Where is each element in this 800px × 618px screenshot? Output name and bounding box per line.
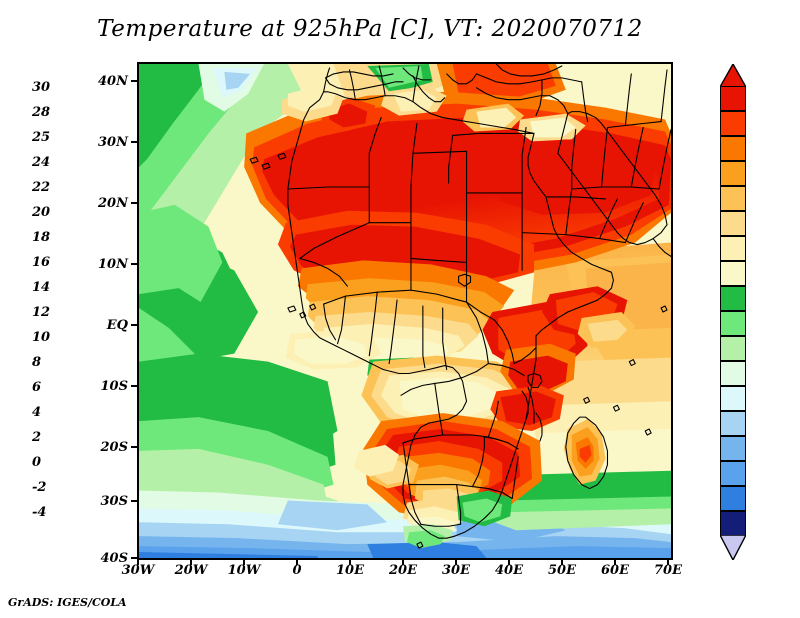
y-tick-label: 10S bbox=[100, 379, 128, 394]
colorbar-swatch bbox=[720, 186, 746, 211]
colorbar-bottom-arrow bbox=[720, 535, 746, 560]
y-tick-mark bbox=[131, 557, 137, 559]
x-tick-label: 50E bbox=[548, 563, 576, 578]
y-tick-mark bbox=[131, 202, 137, 204]
colorbar-label: 22 bbox=[32, 180, 51, 195]
colorbar-label: 18 bbox=[32, 230, 51, 245]
colorbar-swatch bbox=[720, 461, 746, 486]
colorbar-label: 0 bbox=[32, 455, 42, 470]
colorbar-label: 20 bbox=[32, 205, 51, 220]
y-tick-label: 40S bbox=[100, 551, 128, 566]
temperature-map-plot bbox=[137, 62, 673, 560]
x-tick-label: 40E bbox=[495, 563, 523, 578]
colorbar-swatch bbox=[720, 161, 746, 186]
x-tick-label: 20W bbox=[174, 563, 208, 578]
temperature-field-svg bbox=[139, 64, 671, 558]
attribution-text: GrADS: IGES/COLA bbox=[8, 596, 127, 609]
y-tick-label: 30N bbox=[98, 135, 128, 150]
x-tick-label: 10W bbox=[227, 563, 261, 578]
x-tick-mark bbox=[137, 559, 139, 565]
colorbar-swatch bbox=[720, 361, 746, 386]
x-tick-mark bbox=[402, 559, 404, 565]
colorbar-swatch bbox=[720, 211, 746, 236]
y-tick-label: 20N bbox=[98, 196, 128, 211]
colorbar-swatch bbox=[720, 236, 746, 261]
colorbar-top-arrow bbox=[720, 64, 746, 87]
x-tick-mark bbox=[349, 559, 351, 565]
y-tick-mark bbox=[131, 141, 137, 143]
x-tick-mark bbox=[508, 559, 510, 565]
y-tick-mark bbox=[131, 80, 137, 82]
y-tick-label: 30S bbox=[100, 494, 128, 509]
colorbar-label: 10 bbox=[32, 330, 51, 345]
x-tick-mark bbox=[561, 559, 563, 565]
colorbar-swatch bbox=[720, 286, 746, 311]
y-tick-mark bbox=[131, 263, 137, 265]
y-tick-label: 10N bbox=[98, 257, 128, 272]
y-tick-mark bbox=[131, 446, 137, 448]
x-tick-mark bbox=[296, 559, 298, 565]
x-tick-mark bbox=[190, 559, 192, 565]
colorbar-label: 28 bbox=[32, 105, 51, 120]
x-tick-label: 0 bbox=[292, 563, 302, 578]
colorbar-label: 14 bbox=[32, 280, 51, 295]
y-tick-label: 20S bbox=[100, 440, 128, 455]
colorbar-label: 24 bbox=[32, 155, 51, 170]
y-tick-mark bbox=[131, 324, 137, 326]
x-tick-mark bbox=[614, 559, 616, 565]
colorbar-swatch bbox=[720, 261, 746, 286]
colorbar-swatch bbox=[720, 86, 746, 111]
colorbar-swatch bbox=[720, 111, 746, 136]
page-title: Temperature at 925hPa [C], VT: 202007071… bbox=[97, 16, 643, 42]
colorbar-label: 6 bbox=[32, 380, 42, 395]
colorbar-label: 30 bbox=[32, 80, 51, 95]
x-tick-mark bbox=[667, 559, 669, 565]
x-tick-mark bbox=[455, 559, 457, 565]
x-tick-label: 30W bbox=[121, 563, 155, 578]
colorbar-label: 16 bbox=[32, 255, 51, 270]
x-tick-label: 20E bbox=[389, 563, 417, 578]
colorbar-swatch bbox=[720, 136, 746, 161]
x-tick-label: 10E bbox=[336, 563, 364, 578]
y-tick-mark bbox=[131, 385, 137, 387]
x-tick-mark bbox=[243, 559, 245, 565]
colorbar-label: -2 bbox=[32, 480, 47, 495]
x-tick-label: 70E bbox=[654, 563, 682, 578]
colorbar-swatch bbox=[720, 336, 746, 361]
colorbar-swatch bbox=[720, 436, 746, 461]
colorbar bbox=[720, 86, 746, 536]
colorbar-swatch bbox=[720, 486, 746, 511]
y-tick-mark bbox=[131, 500, 137, 502]
y-tick-label: 40N bbox=[98, 74, 128, 89]
x-tick-label: 60E bbox=[601, 563, 629, 578]
colorbar-swatch bbox=[720, 411, 746, 436]
colorbar-label: -4 bbox=[32, 505, 47, 520]
colorbar-label: 8 bbox=[32, 355, 42, 370]
colorbar-label: 4 bbox=[32, 405, 42, 420]
y-tick-label: EQ bbox=[106, 318, 128, 333]
colorbar-swatch bbox=[720, 386, 746, 411]
x-tick-label: 30E bbox=[442, 563, 470, 578]
colorbar-label: 2 bbox=[32, 430, 42, 445]
colorbar-swatch bbox=[720, 511, 746, 536]
colorbar-swatch bbox=[720, 311, 746, 336]
colorbar-label: 12 bbox=[32, 305, 51, 320]
colorbar-label: 25 bbox=[32, 130, 51, 145]
